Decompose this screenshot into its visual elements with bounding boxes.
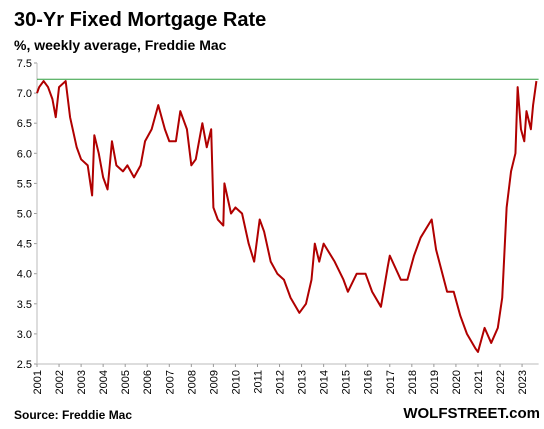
y-tick-label: 4.5: [17, 239, 32, 251]
y-tick-label: 3.0: [17, 329, 32, 341]
x-tick-label: 2001: [32, 370, 44, 394]
x-tick-label: 2021: [473, 370, 485, 394]
series-line: [36, 80, 538, 353]
x-tick-label: 2016: [363, 370, 375, 394]
y-tick-label: 7.5: [17, 58, 32, 70]
y-tick-label: 6.5: [17, 118, 32, 130]
y-tick-label: 2.5: [17, 359, 32, 371]
y-tick-label: 6.0: [17, 148, 32, 160]
x-tick-label: 2018: [407, 370, 419, 394]
y-tick-label: 4.0: [17, 269, 32, 281]
x-tick-label: 2010: [230, 370, 242, 394]
x-tick-label: 2011: [252, 370, 264, 394]
source: Source: Freddie Mac: [14, 408, 132, 422]
x-tick-label: 2020: [451, 370, 463, 394]
y-tick-label: 3.5: [17, 299, 32, 311]
x-tick-label: 2014: [319, 370, 331, 394]
x-tick-label: 2017: [385, 370, 397, 394]
y-tick-label: 5.5: [17, 178, 32, 190]
x-tick-label: 2008: [186, 370, 198, 394]
y-tick-label: 5.0: [17, 209, 32, 221]
x-tick-label: 2004: [98, 370, 110, 394]
x-tick-label: 2015: [341, 370, 353, 394]
x-tick-label: 2009: [208, 370, 220, 394]
x-tick-label: 2006: [142, 370, 154, 394]
x-tick-label: 2002: [54, 370, 66, 394]
chart-subtitle: %, weekly average, Freddie Mac: [14, 37, 227, 53]
x-tick-label: 2023: [517, 370, 529, 394]
chart-title: 30-Yr Fixed Mortgage Rate: [14, 9, 266, 31]
x-tick-label: 2007: [164, 370, 176, 394]
x-tick-label: 2012: [275, 370, 287, 394]
x-tick-label: 2022: [495, 370, 507, 394]
x-tick-label: 2005: [120, 370, 132, 394]
brand: WOLFSTREET.com: [403, 405, 540, 422]
y-tick-label: 7.0: [17, 88, 32, 100]
x-tick-label: 2013: [297, 370, 309, 394]
x-tick-label: 2003: [76, 370, 88, 394]
x-tick-label: 2019: [429, 370, 441, 394]
